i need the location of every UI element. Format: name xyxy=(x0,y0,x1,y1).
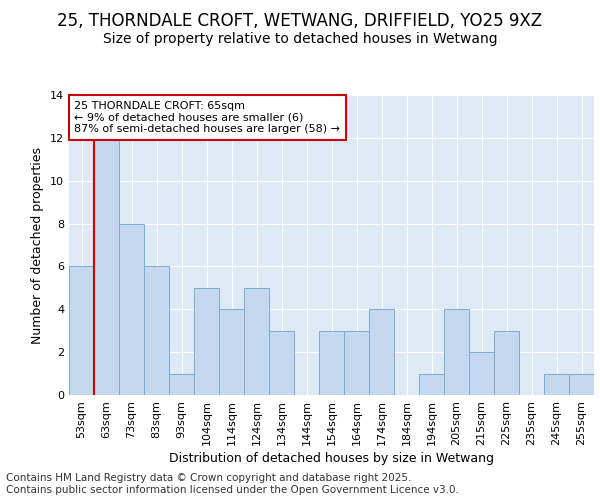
Bar xyxy=(269,330,294,395)
Bar xyxy=(244,288,269,395)
Bar xyxy=(544,374,569,395)
Bar xyxy=(319,330,344,395)
Bar xyxy=(94,138,119,395)
Bar xyxy=(219,310,244,395)
Bar xyxy=(469,352,494,395)
Text: Size of property relative to detached houses in Wetwang: Size of property relative to detached ho… xyxy=(103,32,497,46)
Bar xyxy=(144,266,169,395)
Bar xyxy=(194,288,219,395)
Y-axis label: Number of detached properties: Number of detached properties xyxy=(31,146,44,344)
Bar xyxy=(119,224,144,395)
Bar xyxy=(569,374,594,395)
Bar xyxy=(69,266,94,395)
X-axis label: Distribution of detached houses by size in Wetwang: Distribution of detached houses by size … xyxy=(169,452,494,465)
Text: Contains HM Land Registry data © Crown copyright and database right 2025.
Contai: Contains HM Land Registry data © Crown c… xyxy=(6,474,459,495)
Bar xyxy=(369,310,394,395)
Bar xyxy=(169,374,194,395)
Bar xyxy=(344,330,369,395)
Bar xyxy=(444,310,469,395)
Bar xyxy=(419,374,444,395)
Text: 25 THORNDALE CROFT: 65sqm
← 9% of detached houses are smaller (6)
87% of semi-de: 25 THORNDALE CROFT: 65sqm ← 9% of detach… xyxy=(74,101,340,134)
Text: 25, THORNDALE CROFT, WETWANG, DRIFFIELD, YO25 9XZ: 25, THORNDALE CROFT, WETWANG, DRIFFIELD,… xyxy=(58,12,542,30)
Bar xyxy=(494,330,519,395)
